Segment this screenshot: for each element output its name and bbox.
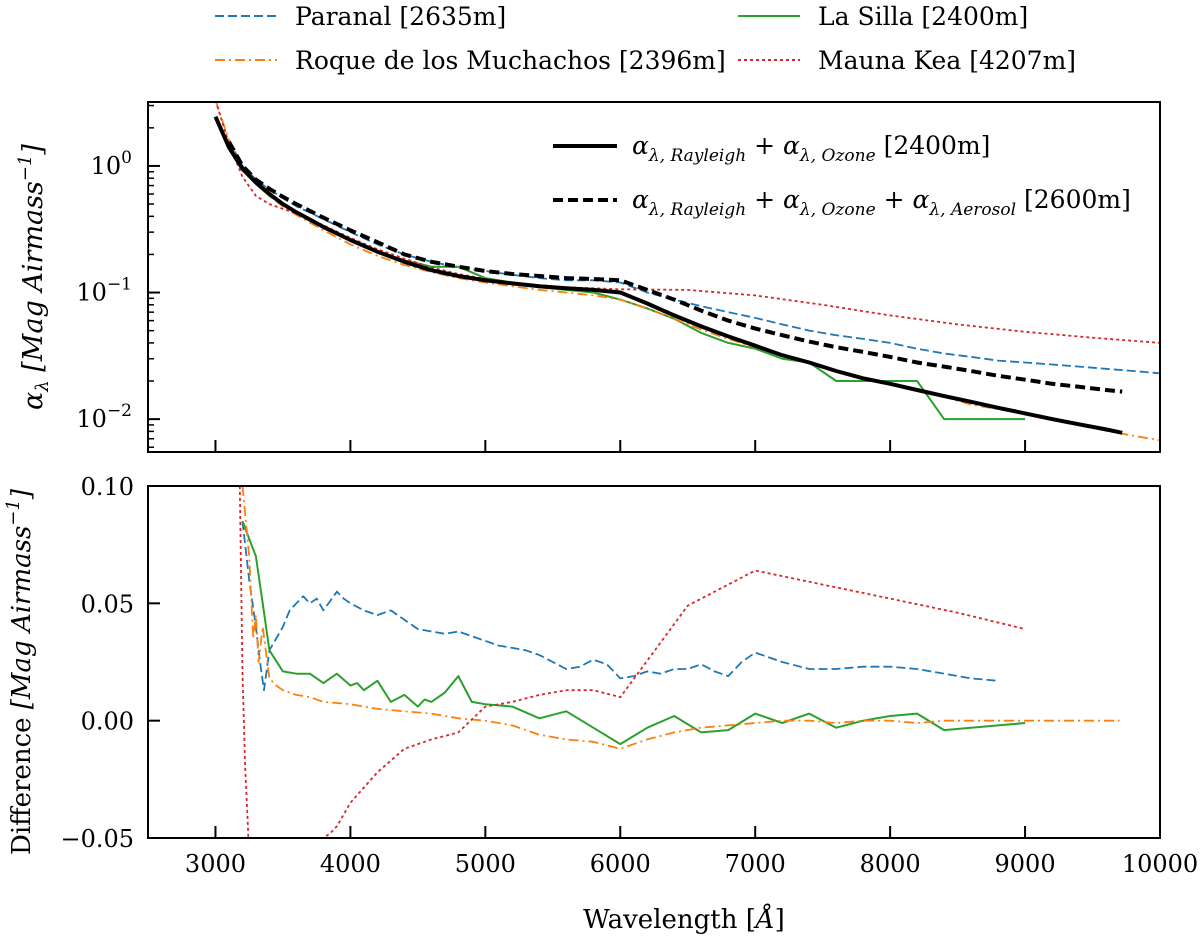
axes-frame — [147, 485, 1161, 839]
bottom-panel: 0.10 0.05 0.00 −0.05 3000 4000 5000 6000 7000 800… — [3, 473, 1198, 935]
legend-label: La Silla [2400m] — [818, 2, 1028, 31]
x-tick-label: 10000 — [1122, 850, 1198, 878]
legend-item-roque-de-los-muchachos-2396m: Roque de los Muchachos [2396m] — [215, 46, 726, 75]
top-panel: 100 10−1 10−2 αλ [Mag Airmass−1] αλ, Rayleig… — [15, 101, 1161, 453]
difference-line-la-silla-2400m — [241, 520, 1026, 746]
y-tick-label: 0.00 — [81, 708, 134, 736]
y-axis-label: αλ [Mag Airmass−1] — [15, 144, 53, 410]
difference-line-mauna-kea-4207m — [238, 486, 1026, 838]
series-line-paranal-2635m — [228, 139, 1160, 375]
x-tick-label: 7000 — [725, 850, 786, 878]
series-line-mauna-kea-4207m — [215, 102, 1160, 344]
legend-item-mauna-kea-4207m: Mauna Kea [4207m] — [738, 46, 1076, 75]
model-legend-label: αλ, Rayleigh + αλ, Ozone + αλ, Aerosol [… — [632, 185, 1131, 220]
y-axis-label: Difference [Mag Airmass−1] — [3, 488, 37, 855]
x-tick-label: 4000 — [320, 850, 381, 878]
model-legend-label: αλ, Rayleigh + αλ, Ozone [2400m] — [632, 131, 990, 166]
series-line-rayleigh-ozone-model — [213, 115, 1123, 435]
legend-item-la-silla-2400m: La Silla [2400m] — [738, 2, 1028, 31]
x-tick-label: 5000 — [455, 850, 516, 878]
y-tick-label: 10−1 — [76, 275, 132, 307]
difference-line-paranal-2635m — [241, 521, 999, 692]
y-tick-label: 100 — [91, 148, 132, 180]
x-tick-label: 9000 — [995, 850, 1056, 878]
y-tick-label: 10−2 — [76, 401, 132, 433]
legend-label: Mauna Kea [4207m] — [818, 46, 1076, 75]
y-tick-label: 0.05 — [81, 590, 134, 618]
figure-legend: Paranal [2635m] La Silla [2400m] Roque de … — [215, 2, 1076, 75]
legend-label: Roque de los Muchachos [2396m] — [295, 46, 726, 75]
legend-label: Paranal [2635m] — [295, 2, 506, 31]
model-legend: αλ, Rayleigh + αλ, Ozone [2400m] αλ, Rayl… — [553, 131, 1131, 220]
series-line-rayleigh-ozone-aerosol-model — [227, 140, 1123, 394]
x-tick-label: 6000 — [590, 850, 651, 878]
x-tick-label: 3000 — [185, 850, 246, 878]
legend-item-paranal-2635m: Paranal [2635m] — [215, 2, 506, 31]
y-tick-label: 0.10 — [81, 473, 134, 501]
y-tick-label: −0.05 — [60, 825, 134, 853]
x-axis-label: Wavelength [Å] — [583, 903, 785, 935]
axes-frame — [147, 101, 1161, 453]
x-tick-label: 8000 — [860, 850, 921, 878]
difference-line-roque-de-los-muchachos-2396m — [241, 486, 1120, 750]
